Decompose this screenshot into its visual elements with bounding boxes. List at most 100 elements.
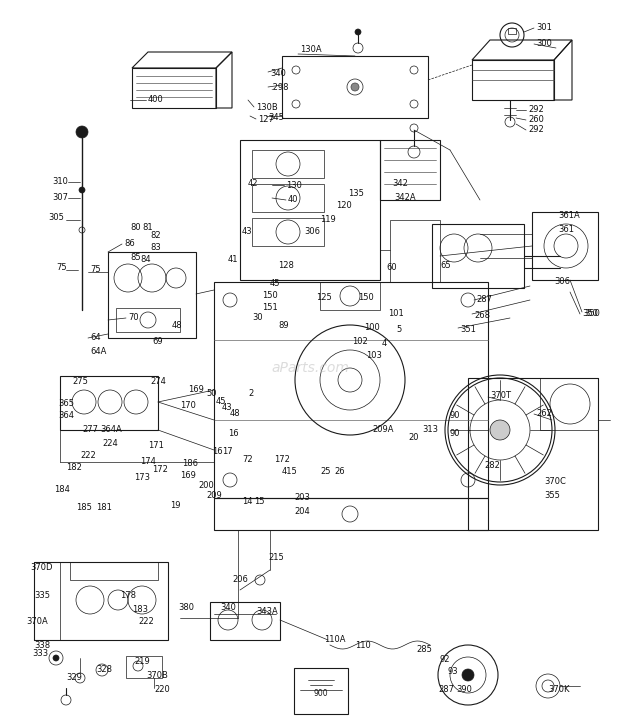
- Text: 355: 355: [544, 492, 560, 500]
- Text: 169: 169: [180, 472, 196, 480]
- Text: aParts.com: aParts.com: [271, 361, 349, 375]
- Text: 219: 219: [134, 658, 150, 666]
- Text: 209A: 209A: [372, 426, 394, 434]
- Text: 370B: 370B: [146, 671, 168, 681]
- Text: 285: 285: [416, 645, 432, 655]
- Text: 60: 60: [386, 264, 397, 273]
- Text: 40: 40: [288, 195, 298, 205]
- Text: 370A: 370A: [26, 617, 48, 627]
- Text: 82: 82: [150, 231, 161, 241]
- Text: 15: 15: [254, 498, 265, 506]
- Text: 292: 292: [528, 126, 544, 134]
- Text: 370D: 370D: [30, 564, 53, 572]
- Text: 45: 45: [216, 398, 226, 406]
- Text: 204: 204: [294, 508, 310, 516]
- Bar: [116, 308, 180, 332]
- Text: 128: 128: [278, 261, 294, 271]
- Text: 69: 69: [152, 337, 162, 347]
- Text: 370C: 370C: [544, 477, 566, 487]
- Text: 83: 83: [150, 243, 161, 253]
- Text: 85: 85: [130, 253, 141, 263]
- Text: 370K: 370K: [548, 686, 570, 694]
- Text: 125: 125: [316, 294, 332, 302]
- Text: 81: 81: [142, 223, 153, 233]
- Text: 310: 310: [52, 177, 68, 187]
- Text: 80: 80: [130, 223, 141, 233]
- Text: 16: 16: [212, 447, 223, 457]
- Text: 338: 338: [34, 641, 50, 651]
- Bar: [252, 184, 324, 212]
- Text: 120: 120: [336, 202, 352, 210]
- Text: 178: 178: [120, 592, 136, 600]
- Text: 335: 335: [34, 592, 50, 600]
- Text: 361A: 361A: [558, 212, 580, 220]
- Text: 380: 380: [178, 604, 194, 612]
- Circle shape: [351, 83, 359, 91]
- Text: 150: 150: [262, 292, 278, 301]
- Text: 45: 45: [270, 279, 280, 289]
- Text: 64: 64: [90, 333, 100, 342]
- Text: 135: 135: [348, 190, 364, 198]
- Text: 93: 93: [448, 668, 459, 676]
- Text: 415: 415: [282, 467, 298, 477]
- Text: 102: 102: [352, 337, 368, 347]
- Text: 110: 110: [355, 641, 371, 651]
- Text: 150: 150: [358, 294, 374, 302]
- Text: 151: 151: [262, 304, 278, 312]
- Text: 127: 127: [258, 116, 274, 124]
- Text: 48: 48: [172, 322, 183, 330]
- Text: 345: 345: [268, 113, 284, 123]
- Text: 186: 186: [182, 460, 198, 469]
- Text: 41: 41: [228, 256, 239, 264]
- Text: 277: 277: [82, 426, 98, 434]
- Text: 75: 75: [90, 266, 100, 274]
- Text: 292: 292: [528, 106, 544, 114]
- Text: 342A: 342A: [394, 193, 415, 202]
- Text: 84: 84: [140, 256, 151, 264]
- Text: 185: 185: [76, 503, 92, 513]
- Text: 222: 222: [80, 452, 95, 460]
- Text: 400: 400: [148, 95, 164, 105]
- Text: 300: 300: [536, 39, 552, 49]
- Text: 26: 26: [334, 467, 345, 477]
- Text: 14: 14: [242, 498, 252, 506]
- Text: 287: 287: [438, 686, 454, 694]
- Text: 183: 183: [132, 605, 148, 615]
- Text: 25: 25: [320, 467, 330, 477]
- Text: 48: 48: [230, 409, 241, 419]
- Text: 222: 222: [138, 617, 154, 627]
- Text: 200: 200: [198, 482, 214, 490]
- Text: 103: 103: [366, 352, 382, 360]
- Text: 130B: 130B: [256, 103, 278, 113]
- Circle shape: [490, 420, 510, 440]
- Text: 343A: 343A: [256, 607, 278, 617]
- Text: 70: 70: [128, 314, 139, 322]
- Circle shape: [76, 126, 88, 138]
- Text: 50: 50: [206, 389, 216, 398]
- Text: 260: 260: [528, 116, 544, 124]
- Text: 4: 4: [382, 340, 388, 348]
- Text: 224: 224: [102, 439, 118, 449]
- Text: 215: 215: [268, 554, 284, 562]
- Text: 340: 340: [270, 70, 286, 78]
- Text: 184: 184: [54, 485, 70, 495]
- Text: 275: 275: [72, 378, 88, 386]
- Text: 333: 333: [32, 650, 48, 658]
- Text: 90: 90: [450, 411, 461, 421]
- Text: 42: 42: [248, 180, 259, 189]
- Text: 203: 203: [294, 493, 310, 503]
- Text: 220: 220: [154, 686, 170, 694]
- Text: 169: 169: [188, 386, 204, 394]
- Text: 43: 43: [222, 404, 232, 413]
- Text: 172: 172: [274, 455, 290, 465]
- Text: 282: 282: [484, 462, 500, 470]
- Circle shape: [462, 669, 474, 681]
- Text: 86: 86: [124, 240, 135, 248]
- Text: 75: 75: [56, 264, 66, 273]
- Text: 130: 130: [286, 182, 302, 190]
- Text: 301: 301: [536, 24, 552, 32]
- Text: 181: 181: [96, 503, 112, 513]
- Text: 16: 16: [228, 429, 239, 439]
- Text: 19: 19: [170, 501, 180, 510]
- Text: 900: 900: [314, 689, 329, 699]
